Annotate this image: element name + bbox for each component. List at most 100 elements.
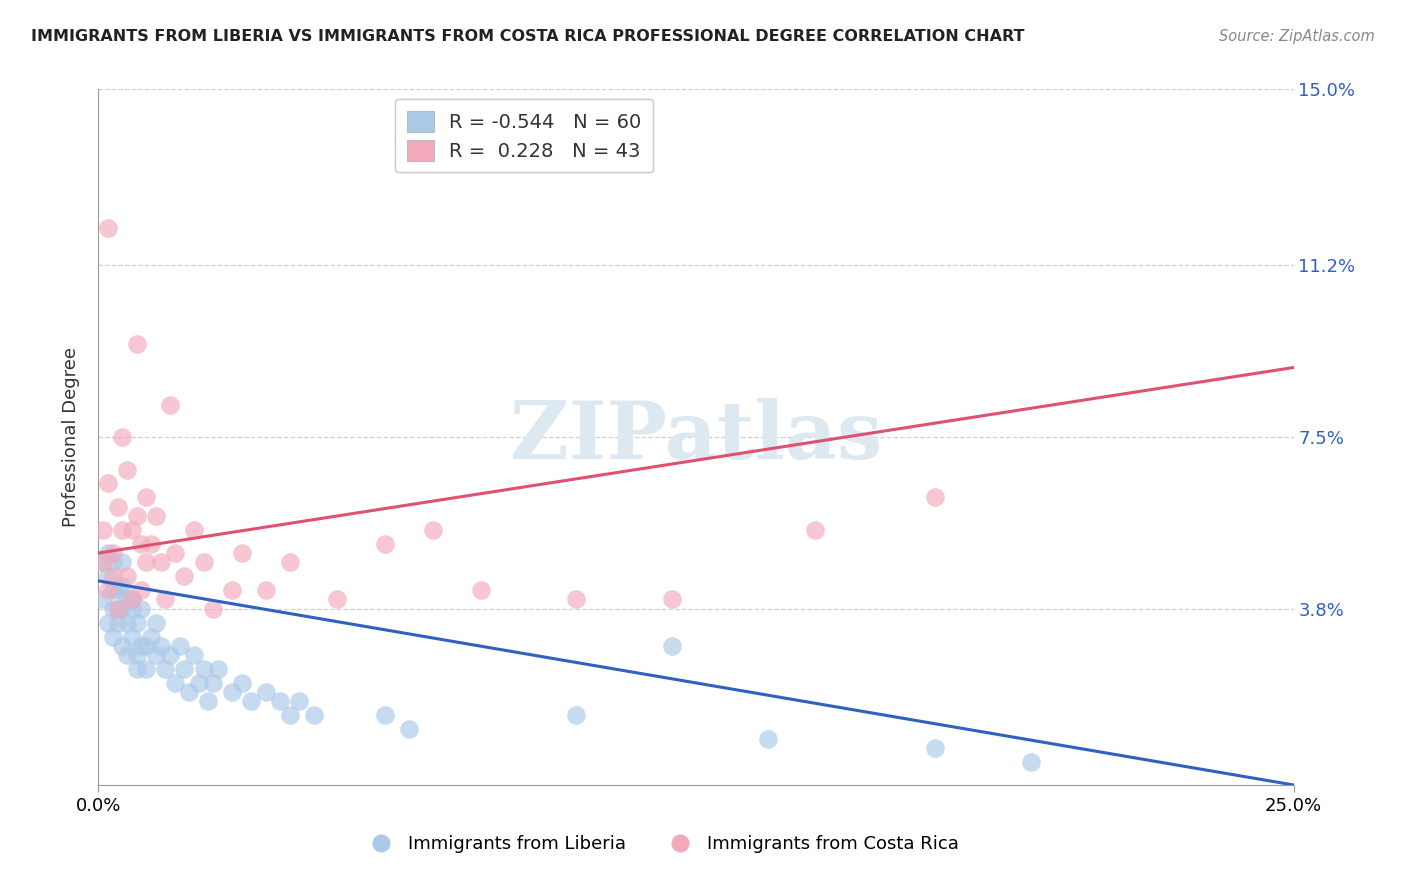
Point bbox=[101, 546, 124, 560]
Point bbox=[97, 569, 120, 583]
Point bbox=[115, 569, 138, 583]
Point bbox=[107, 601, 129, 615]
Point bbox=[131, 601, 153, 615]
Point bbox=[101, 630, 124, 644]
Point bbox=[924, 740, 946, 755]
Point bbox=[91, 555, 114, 569]
Point bbox=[193, 555, 215, 569]
Point bbox=[302, 708, 325, 723]
Point bbox=[240, 694, 263, 708]
Point bbox=[193, 662, 215, 676]
Point bbox=[97, 615, 120, 630]
Y-axis label: Professional Degree: Professional Degree bbox=[62, 347, 80, 527]
Point bbox=[565, 708, 588, 723]
Point bbox=[115, 592, 138, 607]
Point bbox=[121, 523, 143, 537]
Point bbox=[173, 662, 195, 676]
Text: Source: ZipAtlas.com: Source: ZipAtlas.com bbox=[1219, 29, 1375, 44]
Point bbox=[115, 648, 138, 662]
Point bbox=[107, 500, 129, 514]
Point bbox=[207, 662, 229, 676]
Legend: Immigrants from Liberia, Immigrants from Costa Rica: Immigrants from Liberia, Immigrants from… bbox=[356, 829, 966, 861]
Point bbox=[125, 615, 148, 630]
Point bbox=[163, 676, 186, 690]
Point bbox=[115, 615, 138, 630]
Point bbox=[422, 523, 444, 537]
Point bbox=[97, 546, 120, 560]
Point bbox=[125, 662, 148, 676]
Point bbox=[278, 555, 301, 569]
Point bbox=[131, 537, 153, 551]
Point bbox=[107, 601, 129, 615]
Point bbox=[97, 221, 120, 235]
Point bbox=[97, 476, 120, 491]
Point bbox=[221, 685, 243, 699]
Point bbox=[159, 648, 181, 662]
Point bbox=[269, 694, 291, 708]
Point bbox=[804, 523, 827, 537]
Point bbox=[135, 662, 157, 676]
Point bbox=[398, 723, 420, 737]
Point bbox=[111, 639, 134, 653]
Point bbox=[111, 430, 134, 444]
Point bbox=[288, 694, 311, 708]
Point bbox=[131, 583, 153, 598]
Point bbox=[169, 639, 191, 653]
Point bbox=[115, 462, 138, 476]
Point bbox=[121, 630, 143, 644]
Point bbox=[135, 555, 157, 569]
Point bbox=[107, 583, 129, 598]
Point bbox=[131, 639, 153, 653]
Point bbox=[139, 537, 162, 551]
Point bbox=[149, 555, 172, 569]
Point bbox=[197, 694, 219, 708]
Point bbox=[145, 508, 167, 523]
Point bbox=[183, 523, 205, 537]
Point bbox=[111, 601, 134, 615]
Point bbox=[121, 592, 143, 607]
Point bbox=[254, 685, 277, 699]
Point bbox=[125, 337, 148, 351]
Point bbox=[231, 546, 253, 560]
Point bbox=[121, 601, 143, 615]
Point bbox=[125, 508, 148, 523]
Point bbox=[565, 592, 588, 607]
Point bbox=[107, 615, 129, 630]
Point bbox=[97, 583, 120, 598]
Point bbox=[173, 569, 195, 583]
Text: ZIPatlas: ZIPatlas bbox=[510, 398, 882, 476]
Point bbox=[121, 592, 143, 607]
Point bbox=[187, 676, 209, 690]
Point bbox=[202, 601, 225, 615]
Point bbox=[924, 491, 946, 505]
Point bbox=[254, 583, 277, 598]
Point bbox=[139, 630, 162, 644]
Point bbox=[111, 523, 134, 537]
Point bbox=[145, 615, 167, 630]
Point bbox=[183, 648, 205, 662]
Point bbox=[135, 639, 157, 653]
Point bbox=[202, 676, 225, 690]
Point bbox=[149, 639, 172, 653]
Point bbox=[661, 592, 683, 607]
Point bbox=[111, 555, 134, 569]
Point bbox=[278, 708, 301, 723]
Point bbox=[756, 731, 779, 746]
Point bbox=[91, 592, 114, 607]
Point bbox=[470, 583, 492, 598]
Point bbox=[101, 569, 124, 583]
Point bbox=[91, 555, 114, 569]
Point bbox=[221, 583, 243, 598]
Point bbox=[661, 639, 683, 653]
Point bbox=[91, 523, 114, 537]
Point bbox=[101, 555, 124, 569]
Point bbox=[125, 648, 148, 662]
Point bbox=[155, 662, 177, 676]
Point bbox=[374, 708, 396, 723]
Point bbox=[101, 601, 124, 615]
Text: IMMIGRANTS FROM LIBERIA VS IMMIGRANTS FROM COSTA RICA PROFESSIONAL DEGREE CORREL: IMMIGRANTS FROM LIBERIA VS IMMIGRANTS FR… bbox=[31, 29, 1025, 44]
Point bbox=[326, 592, 349, 607]
Point bbox=[101, 583, 124, 598]
Point bbox=[163, 546, 186, 560]
Point bbox=[231, 676, 253, 690]
